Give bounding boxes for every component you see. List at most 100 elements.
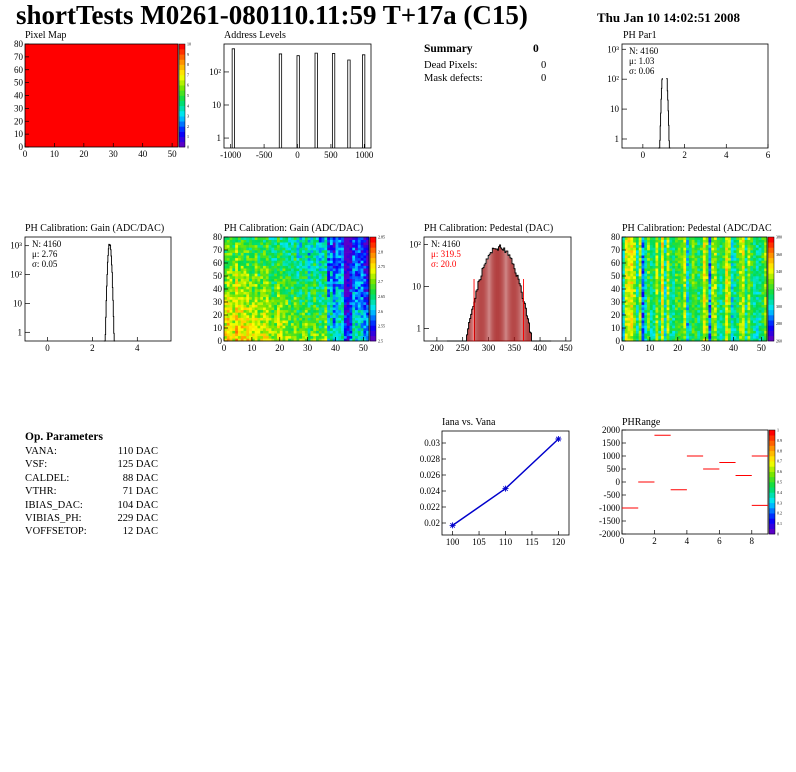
heatmap-cell <box>672 276 676 279</box>
heatmap-cell <box>240 270 244 274</box>
heatmap-cell <box>235 263 239 266</box>
heatmap-cell <box>714 304 718 308</box>
heatmap-cell <box>229 242 233 246</box>
heatmap-cell <box>705 263 709 266</box>
heatmap-cell <box>307 283 311 287</box>
heatmap-cell <box>260 328 264 331</box>
heatmap-cell <box>694 307 698 311</box>
heatmap-cell <box>686 317 690 321</box>
heatmap-cell <box>669 302 673 305</box>
heatmap-cell <box>736 273 740 277</box>
heatmap-cell <box>672 291 676 295</box>
heatmap-cell <box>655 268 659 272</box>
y-tick-label: 500 <box>607 464 621 474</box>
heatmap-cell <box>758 296 762 300</box>
y-tick-label: 0.026 <box>420 470 441 480</box>
heatmap-cell <box>739 289 743 292</box>
heatmap-cell <box>260 278 264 282</box>
heatmap-cell <box>758 325 762 329</box>
heatmap-cell <box>263 265 267 269</box>
heatmap-cell <box>327 265 331 269</box>
heatmap-cell <box>708 250 712 253</box>
heatmap-cell <box>235 244 239 248</box>
heatmap-cell <box>316 312 320 316</box>
heatmap-cell <box>313 320 317 324</box>
heatmap-cell <box>697 270 701 274</box>
heatmap-cell <box>722 333 726 337</box>
heatmap-cell <box>711 268 715 272</box>
heatmap-cell <box>672 325 676 329</box>
heatmap-cell <box>722 307 726 311</box>
heatmap-cell <box>658 270 662 274</box>
heatmap-cell <box>343 330 347 334</box>
heatmap-cell <box>235 296 239 300</box>
heatmap-cell <box>711 263 715 266</box>
heatmap-cell <box>271 299 275 303</box>
heatmap-cell <box>641 242 645 246</box>
heatmap-cell <box>727 322 732 326</box>
heatmap-cell <box>226 244 230 248</box>
heatmap-cell <box>282 302 286 305</box>
heatmap-cell <box>324 330 328 334</box>
heatmap-cell <box>363 242 367 246</box>
heatmap-cell <box>296 294 300 298</box>
heatmap-cell <box>232 335 236 339</box>
heatmap-cell <box>683 283 687 287</box>
heatmap-cell <box>366 291 370 295</box>
heatmap-cell <box>683 265 687 269</box>
heatmap-cell <box>649 294 653 298</box>
heatmap-cell <box>714 283 718 287</box>
heatmap-cell <box>730 335 734 339</box>
heatmap-cell <box>719 312 723 316</box>
heatmap-cell <box>761 325 765 329</box>
heatmap-cell <box>304 276 308 279</box>
heatmap-cell <box>343 270 347 274</box>
heatmap-cell <box>237 333 242 337</box>
heatmap-cell <box>265 307 269 311</box>
heatmap-cell <box>235 330 239 334</box>
heatmap-cell <box>622 252 626 256</box>
heatmap-cell <box>235 260 239 264</box>
heatmap-cell <box>725 304 729 308</box>
heatmap-cell <box>288 242 292 246</box>
heatmap-cell <box>761 335 765 339</box>
heatmap-cell <box>691 322 695 326</box>
heatmap-cell <box>680 286 684 290</box>
heatmap-cell <box>335 294 339 298</box>
heatmap-cell <box>755 268 759 272</box>
heatmap-cell <box>761 244 765 248</box>
heatmap-cell <box>237 237 242 240</box>
heatmap-cell <box>635 315 640 318</box>
heatmap-cell <box>644 268 648 272</box>
heatmap-cell <box>638 260 642 264</box>
y-tick-label: 10 <box>13 298 23 308</box>
heatmap-cell <box>722 328 726 331</box>
heatmap-cell <box>260 250 264 253</box>
heatmap-cell <box>232 265 236 269</box>
color-scale-step <box>179 100 185 107</box>
heatmap-cell <box>355 281 359 285</box>
heatmap-cell <box>669 244 673 248</box>
heatmap-cell <box>747 270 751 274</box>
heatmap-cell <box>224 309 228 313</box>
heatmap-cell <box>672 299 676 303</box>
heatmap-cell <box>727 338 732 342</box>
heatmap-cell <box>279 276 283 279</box>
heatmap-cell <box>722 283 726 287</box>
heatmap-cell <box>285 304 289 308</box>
heatmap-cell <box>691 268 695 272</box>
heatmap-cell <box>332 333 336 337</box>
heatmap-cell <box>644 283 648 287</box>
heatmap-cell <box>265 283 269 287</box>
heatmap-cell <box>652 242 656 246</box>
heatmap-cell <box>316 315 320 318</box>
heatmap-cell <box>755 320 759 324</box>
heatmap-cell <box>683 276 687 279</box>
heatmap-cell <box>674 276 679 279</box>
heatmap-cell <box>747 312 751 316</box>
heatmap-cell <box>352 255 356 259</box>
heatmap-cell <box>635 299 640 303</box>
heatmap-cell <box>366 325 370 329</box>
heatmap-cell <box>655 315 659 318</box>
heatmap-cell <box>274 312 278 316</box>
